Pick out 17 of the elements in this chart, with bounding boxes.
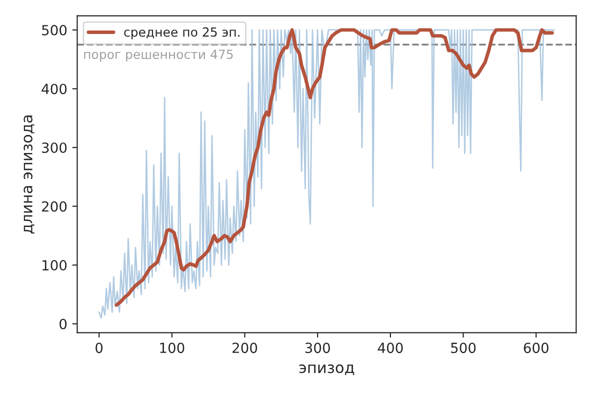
y-tick-label: 400 (42, 84, 67, 94)
legend-label: среднее по 25 эп. (124, 27, 240, 40)
x-tick-label: 400 (378, 342, 403, 354)
x-tick-label: 100 (160, 342, 184, 354)
y-tick-label: 0 (60, 318, 67, 330)
x-tick-label: 200 (232, 342, 258, 354)
x-axis-title: эпизод (299, 364, 354, 376)
x-tick-label: 500 (451, 342, 476, 354)
x-tick-label: 600 (524, 342, 548, 354)
ref-line-label: порог решенности 475 (84, 50, 233, 62)
x-tick-label: 0 (96, 342, 103, 354)
y-tick-label: 300 (42, 142, 67, 153)
y-tick-label: 200 (42, 201, 67, 212)
y-tick-label: 500 (42, 24, 67, 36)
y-tick-label: 100 (42, 260, 67, 271)
x-tick-label: 300 (305, 342, 330, 354)
y-axis-title: длина эпизода (24, 116, 34, 234)
